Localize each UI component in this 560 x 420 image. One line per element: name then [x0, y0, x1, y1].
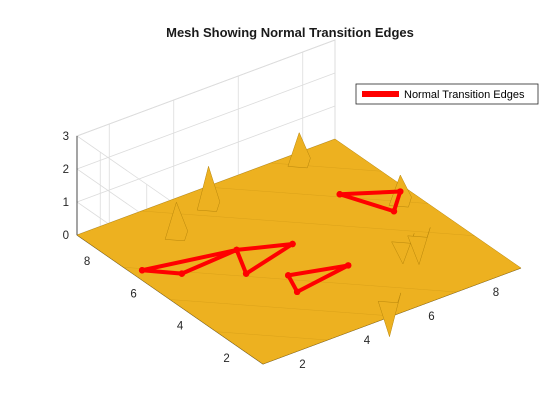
y-tick-label: 8 — [84, 256, 90, 268]
transition-edge — [391, 189, 403, 214]
edge-vertex — [397, 188, 404, 195]
legend-label: Normal Transition Edges — [404, 89, 525, 101]
z-tick-label: 2 — [63, 164, 69, 176]
edge-vertex — [233, 246, 240, 254]
surface-spike — [391, 233, 415, 265]
x-tick-label: 6 — [428, 311, 434, 323]
y-tick-label: 2 — [223, 353, 229, 365]
surface-spike — [164, 201, 188, 242]
edge-vertex — [336, 191, 343, 198]
edge-vertex — [285, 272, 292, 279]
transition-edge — [337, 189, 403, 197]
edge-vertex — [138, 267, 146, 274]
edge-vertex — [345, 262, 352, 269]
surface-mesh-line — [169, 299, 393, 317]
transition-edge — [234, 247, 249, 276]
edge-vertex — [293, 288, 301, 296]
edge-vertex — [178, 270, 186, 277]
edge-vertex — [390, 208, 398, 215]
y-tick-label: 4 — [177, 321, 184, 333]
tick-labels: 2 4 6 8 2 4 6 8 0 1 2 3 — [63, 131, 500, 371]
surface-spike — [377, 292, 402, 338]
transition-edge — [234, 242, 295, 252]
surface-spike — [287, 131, 311, 169]
transition-edge — [286, 263, 351, 278]
surface-spike — [196, 165, 221, 212]
surface-mesh-line — [141, 210, 475, 236]
x-tick-label: 4 — [364, 335, 371, 347]
x-tick-label: 2 — [299, 359, 305, 371]
chart-title: Mesh Showing Normal Transition Edges — [166, 25, 414, 40]
z-tick-label: 3 — [63, 131, 69, 143]
x-tick-label: 8 — [493, 287, 499, 299]
edges-series — [138, 188, 404, 296]
surface-mesh-line — [216, 331, 328, 341]
edge-vertex — [242, 270, 250, 277]
transition-edge — [244, 242, 295, 276]
legend: Normal Transition Edges — [355, 83, 539, 105]
y-tick-label: 6 — [130, 288, 136, 300]
z-tick-label: 1 — [63, 197, 69, 209]
z-tick-label: 0 — [63, 230, 69, 242]
transition-edge — [140, 247, 239, 273]
legend-box — [355, 83, 539, 105]
transition-edge — [337, 192, 396, 214]
surface-spike — [407, 227, 431, 266]
transition-edge — [295, 263, 351, 294]
edge-vertex — [289, 240, 296, 248]
